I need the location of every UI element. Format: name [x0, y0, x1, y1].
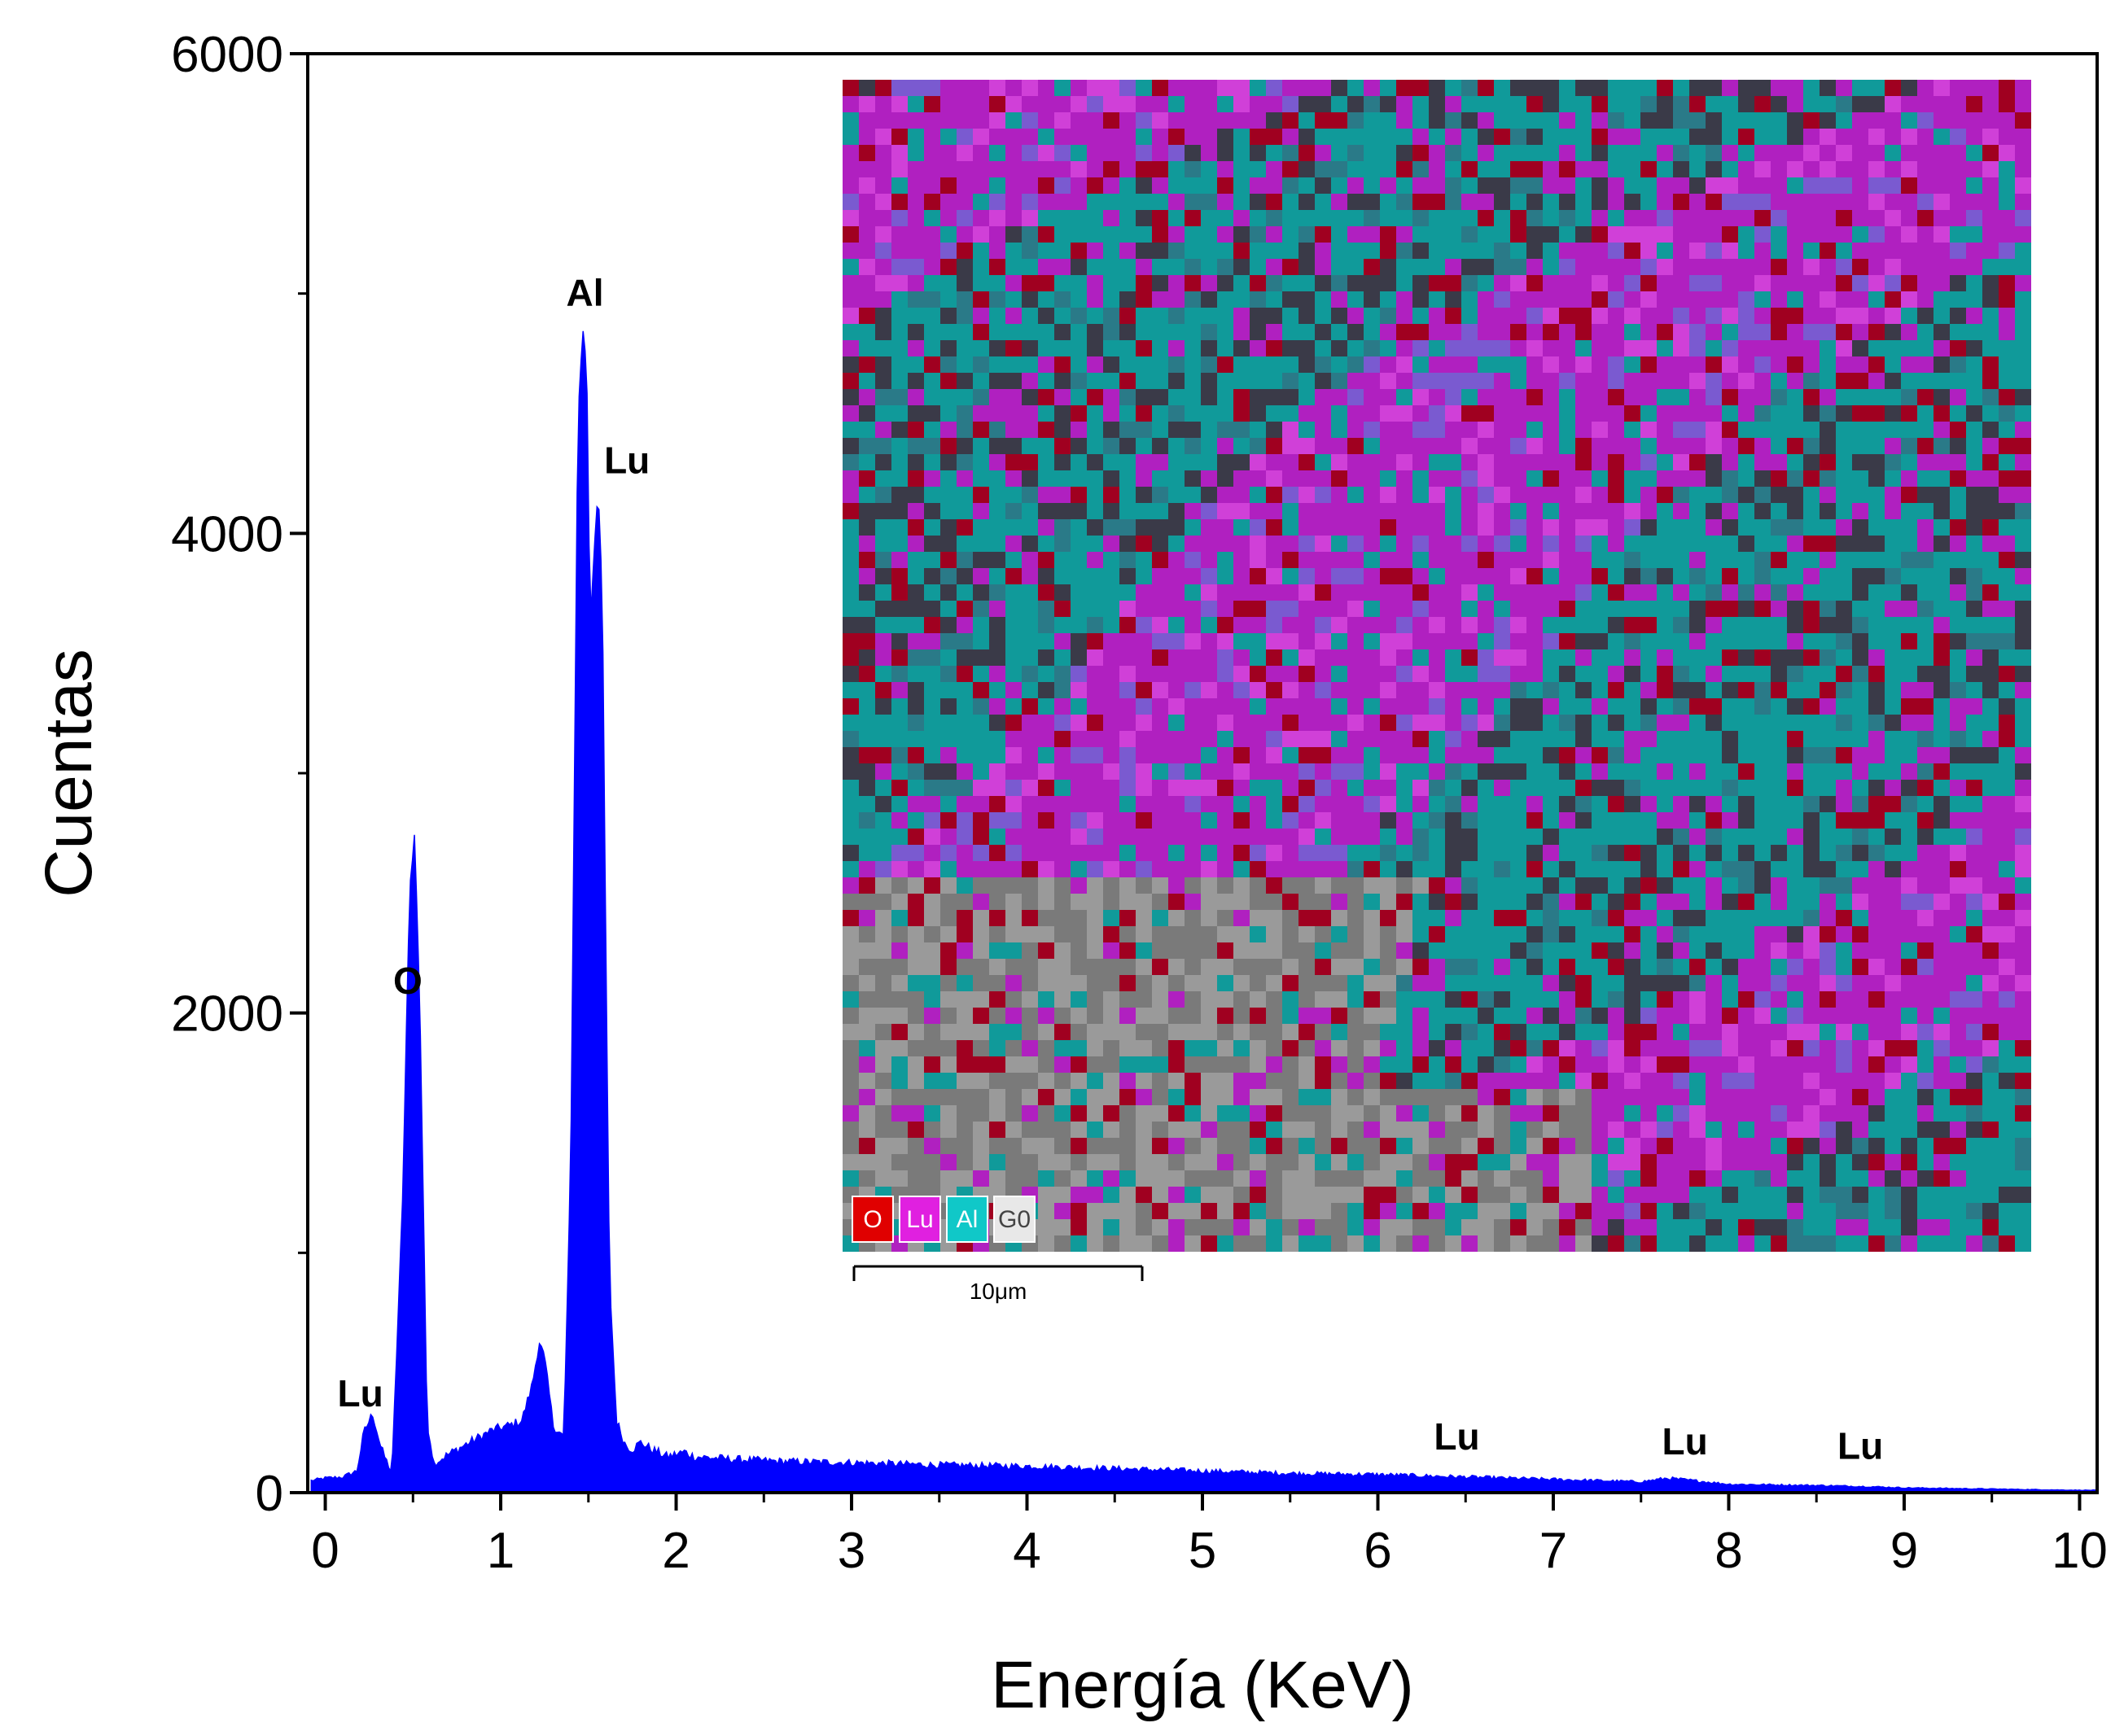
x-tick-label: 2 — [662, 1523, 690, 1579]
peak-label: Lu — [1837, 1425, 1883, 1467]
peak-label: Lu — [1662, 1420, 1707, 1463]
elemental-map-legend: O Lu Al G0 — [852, 1196, 1036, 1243]
elemental-map-inset: O Lu Al G0 10μm — [843, 80, 2031, 1304]
peak-label: Lu — [604, 439, 650, 482]
y-tick-label: 0 — [256, 1466, 283, 1522]
y-tick-label: 4000 — [171, 506, 283, 562]
legend-swatch-al — [946, 1196, 988, 1243]
peak-label: Lu — [1434, 1415, 1479, 1458]
x-tick-label: 3 — [838, 1523, 865, 1579]
x-tick-label: 1 — [487, 1523, 515, 1579]
legend-swatch-o — [852, 1196, 894, 1243]
x-axis-title: Energía (KeV) — [991, 1648, 1414, 1722]
x-tick-label: 9 — [1890, 1523, 1918, 1579]
legend-label-o: O — [863, 1206, 882, 1233]
x-tick-label: 10 — [2052, 1523, 2108, 1579]
peak-annotations: Al Lu O Lu Lu Lu Lu — [338, 271, 1884, 1467]
x-tick-label: 0 — [311, 1523, 339, 1579]
peak-label: Lu — [338, 1372, 383, 1415]
scale-bar: 10μm — [852, 1265, 1144, 1304]
elemental-map-texture — [843, 80, 2031, 1252]
legend-swatch-g0 — [993, 1196, 1036, 1243]
legend-label-al: Al — [957, 1206, 979, 1233]
x-tick-label: 5 — [1189, 1523, 1216, 1579]
x-tick-label: 7 — [1539, 1523, 1567, 1579]
y-tick-label: 6000 — [171, 27, 283, 83]
scale-bar-label: 10μm — [970, 1279, 1027, 1304]
x-tick-label: 8 — [1715, 1523, 1742, 1579]
spectrum-layer — [310, 330, 2097, 1493]
legend-swatch-lu — [899, 1196, 941, 1243]
x-tick-label: 6 — [1364, 1523, 1391, 1579]
y-tick-label: 2000 — [171, 986, 283, 1043]
y-axis-title: Cuentas — [32, 649, 106, 897]
spectrum-area — [310, 330, 2097, 1493]
legend-label-lu: Lu — [906, 1206, 933, 1233]
legend-label-g0: G0 — [998, 1206, 1031, 1233]
x-tick-label: 4 — [1013, 1523, 1040, 1579]
axes-layer: 0 1 2 3 4 5 6 7 8 9 10 0 2000 4000 6000 — [171, 27, 2108, 1579]
peak-label: Al — [566, 271, 603, 313]
peak-label: O — [393, 960, 423, 1002]
